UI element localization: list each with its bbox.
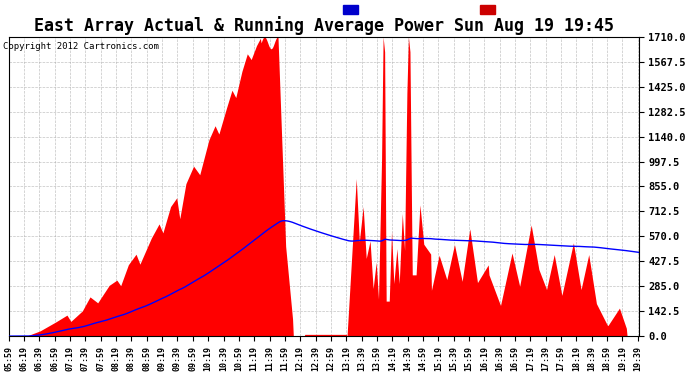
Legend: Average  (DC Watts), East Array  (DC Watts): Average (DC Watts), East Array (DC Watts… bbox=[342, 3, 633, 17]
Title: East Array Actual & Running Average Power Sun Aug 19 19:45: East Array Actual & Running Average Powe… bbox=[34, 16, 613, 35]
Text: Copyright 2012 Cartronics.com: Copyright 2012 Cartronics.com bbox=[3, 42, 159, 51]
